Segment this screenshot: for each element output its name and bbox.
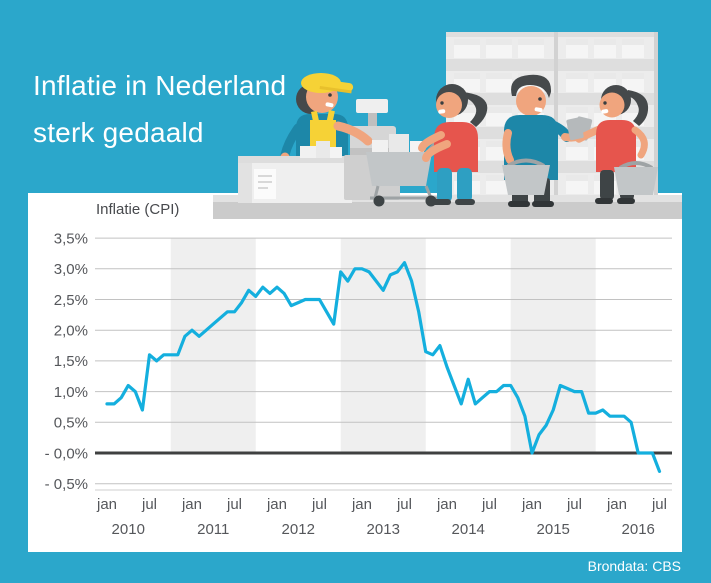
- shopper-woman-basket: [566, 85, 658, 204]
- y-tick-label: 1,5%: [54, 353, 88, 370]
- month-tick-label: jan: [436, 496, 457, 513]
- month-tick-label: jul: [141, 496, 157, 513]
- month-tick-label: jan: [96, 496, 117, 513]
- shopper-man-basket: [502, 74, 593, 207]
- inflation-line-chart: 3,5% 3,0% 2,5% 2,0% 1,5% 1,0% 0,5% - 0,0% - 0,5%…: [45, 230, 672, 538]
- shopper-woman-cart: [418, 84, 488, 205]
- chart-panel: Inflatie (CPI) 3,5% 3,0% 2,5% 2,0% 1,5% 1,0% 0…: [28, 193, 682, 552]
- year-tick-label: 2015: [537, 521, 570, 538]
- year-tick-label: 2012: [282, 521, 315, 538]
- month-tick-label: jul: [566, 496, 582, 513]
- y-tick-label: 2,5%: [54, 292, 88, 309]
- year-tick-label: 2013: [367, 521, 400, 538]
- y-tick-label: - 0,5%: [45, 476, 88, 493]
- year-tick-label: 2011: [197, 521, 229, 538]
- inflation-series-line: [105, 261, 662, 473]
- year-tick-label: 2016: [622, 521, 655, 538]
- cash-register: [344, 99, 400, 200]
- month-tick-label: jul: [311, 496, 327, 513]
- y-tick-label: 3,5%: [54, 230, 88, 247]
- chart-title: Inflatie (CPI): [96, 201, 180, 218]
- month-tick-label: jan: [266, 496, 287, 513]
- source-credit: Brondata: CBS: [587, 558, 681, 574]
- y-tick-label: 2,0%: [54, 322, 88, 339]
- y-tick-label: 1,0%: [54, 384, 88, 401]
- cashier-arm: [333, 121, 373, 146]
- month-tick-label: jan: [351, 496, 372, 513]
- year-tick-label: 2014: [452, 521, 485, 538]
- page-title-line2: sterk gedaald: [33, 117, 204, 148]
- month-tick-label: jan: [521, 496, 542, 513]
- cashier: [280, 73, 354, 170]
- page-title-line1: Inflatie in Nederland: [33, 70, 287, 101]
- store-shelves: [446, 32, 658, 202]
- groceries-on-belt: [300, 141, 342, 158]
- year-band-2011: [170, 238, 256, 453]
- month-tick-label: jan: [606, 496, 627, 513]
- year-band-2013: [340, 238, 426, 453]
- month-tick-label: jul: [481, 496, 497, 513]
- y-tick-label: 0,5%: [54, 415, 88, 432]
- month-tick-label: jul: [396, 496, 412, 513]
- y-tick-label: 3,0%: [54, 261, 88, 278]
- month-tick-label: jan: [181, 496, 202, 513]
- year-band-2015: [510, 238, 596, 453]
- page-title: Inflatie in Nederland sterk gedaald: [33, 62, 286, 156]
- y-tick-label: - 0,0%: [45, 445, 88, 462]
- month-tick-label: jul: [651, 496, 667, 513]
- year-tick-label: 2010: [112, 521, 145, 538]
- month-tick-label: jul: [226, 496, 242, 513]
